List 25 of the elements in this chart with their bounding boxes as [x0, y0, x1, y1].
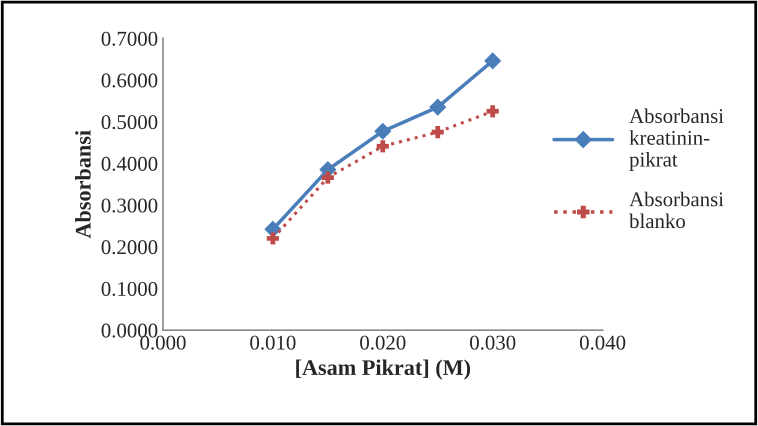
- x-tick-label: 0.030: [470, 336, 516, 350]
- x-tick-label: 0.010: [250, 336, 296, 350]
- y-tick-label: 0.5000: [102, 115, 158, 130]
- point: [484, 52, 502, 70]
- y-tick-label: 0.6000: [102, 73, 158, 88]
- point: [429, 98, 446, 116]
- x-axis-title: [Asam Pikrat] (M): [296, 359, 470, 380]
- point: [266, 232, 279, 245]
- legend-label: Absorbansi blanko: [629, 192, 724, 228]
- x-tick-label: 0.040: [580, 336, 626, 350]
- x-tick-label: 0.000: [140, 336, 186, 350]
- y-tick-label: 0.0000: [102, 324, 158, 338]
- legend-label: Absorbansi kreatinin-pikrat: [629, 108, 724, 171]
- x-tick-label: 0.020: [360, 336, 406, 350]
- point: [374, 122, 392, 140]
- y-tick-label: 0.2000: [102, 240, 158, 254]
- point: [432, 126, 444, 138]
- y-tick-label: 0.4000: [102, 156, 158, 171]
- y-tick-label: 0.7000: [102, 32, 158, 46]
- y-tick-label: 0.1000: [102, 282, 158, 296]
- point: [322, 172, 334, 184]
- point: [376, 140, 389, 152]
- point: [486, 105, 499, 118]
- y-axis-title: Absorbansi: [75, 130, 91, 238]
- y-tick-label: 0.3000: [102, 198, 158, 213]
